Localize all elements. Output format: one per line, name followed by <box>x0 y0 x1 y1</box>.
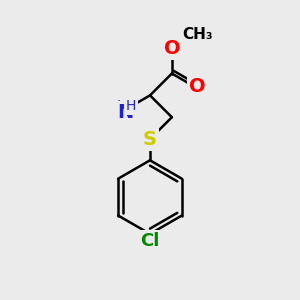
Text: O: O <box>164 39 180 58</box>
Text: H: H <box>116 99 127 113</box>
Text: O: O <box>189 77 206 96</box>
Text: CH₃: CH₃ <box>183 27 213 42</box>
Text: H: H <box>126 99 136 113</box>
Text: Cl: Cl <box>140 232 160 250</box>
Text: N: N <box>118 103 134 122</box>
Text: S: S <box>143 130 157 148</box>
